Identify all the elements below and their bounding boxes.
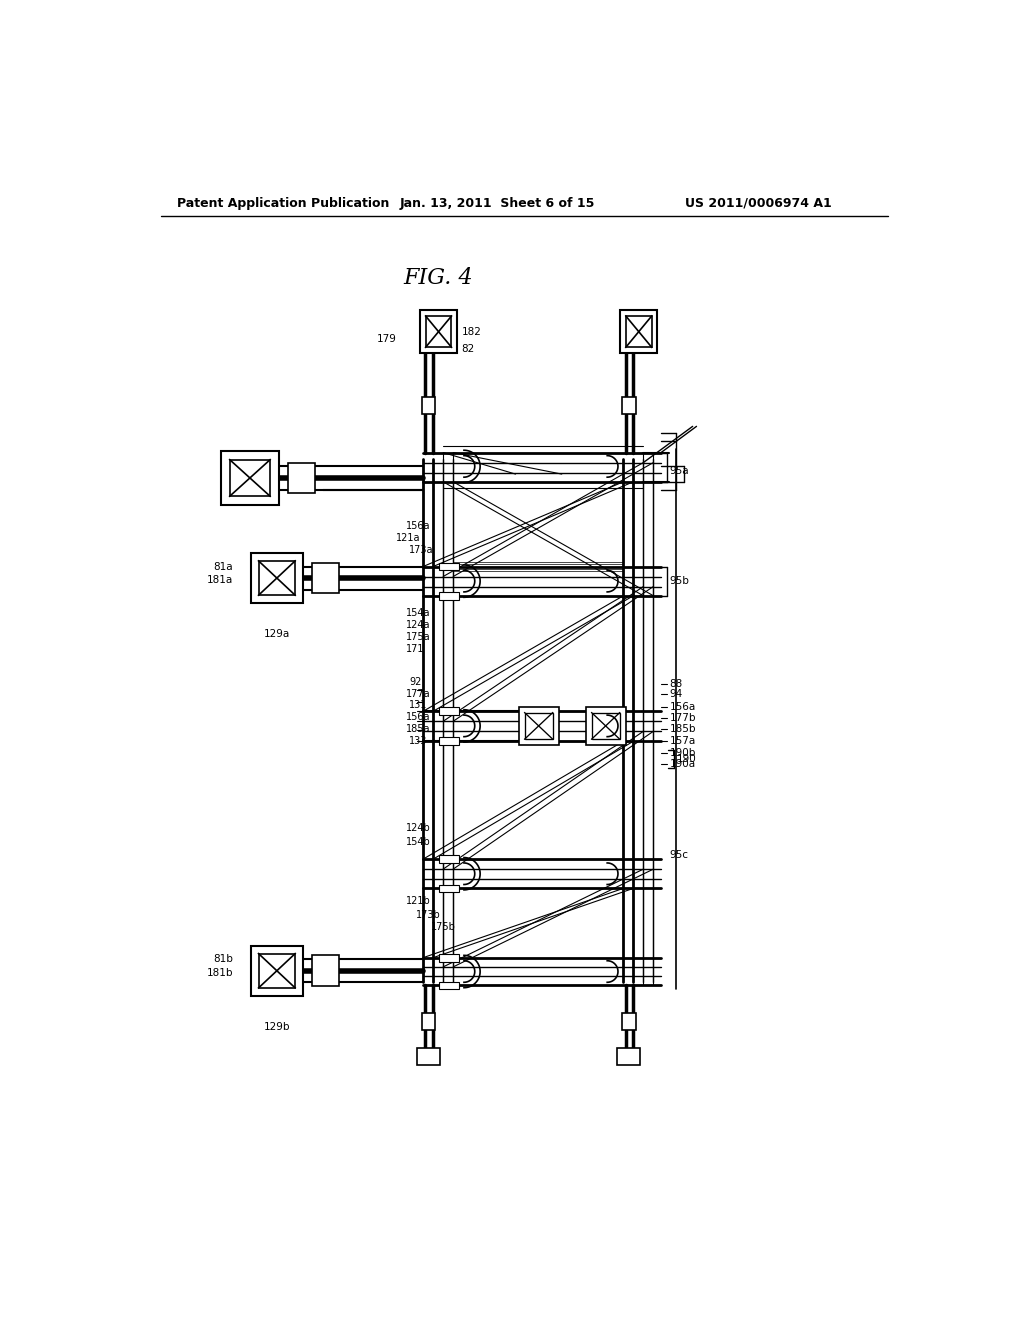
Text: 131: 131 <box>410 700 428 710</box>
Bar <box>622 397 636 414</box>
Text: FIG. 4: FIG. 4 <box>403 267 473 289</box>
Text: 121b: 121b <box>407 896 431 907</box>
Text: 156a: 156a <box>407 521 431 532</box>
Bar <box>626 315 651 347</box>
Text: 173b: 173b <box>416 911 440 920</box>
Bar <box>289 462 315 494</box>
Bar <box>426 315 452 347</box>
Bar <box>518 706 559 744</box>
Text: 171: 171 <box>407 644 425 653</box>
Text: 133: 133 <box>410 735 428 746</box>
Bar <box>524 713 553 739</box>
Text: 179: 179 <box>377 334 396 345</box>
Bar <box>422 397 435 414</box>
Bar <box>439 855 459 863</box>
Text: 124a: 124a <box>407 620 431 630</box>
Text: 175b: 175b <box>431 921 456 932</box>
Bar <box>622 1014 636 1030</box>
Text: 95c: 95c <box>670 850 688 861</box>
Text: 177a: 177a <box>407 689 431 698</box>
Text: 177b: 177b <box>670 713 696 723</box>
Bar <box>258 561 295 595</box>
Text: US 2011/0006974 A1: US 2011/0006974 A1 <box>685 197 831 210</box>
Bar <box>417 1048 440 1065</box>
Text: 175a: 175a <box>407 632 431 643</box>
Bar <box>586 706 626 744</box>
Text: 95a: 95a <box>670 466 689 477</box>
Text: 181a: 181a <box>207 576 233 585</box>
Bar <box>439 708 459 715</box>
Text: 190b: 190b <box>670 748 696 758</box>
Text: 124b: 124b <box>407 824 431 833</box>
Text: 190a: 190a <box>670 759 695 770</box>
Text: 88: 88 <box>670 678 683 689</box>
Text: 129a: 129a <box>264 630 290 639</box>
Text: 94: 94 <box>670 689 683 698</box>
Bar <box>420 310 457 352</box>
Bar <box>439 562 459 570</box>
Bar <box>439 591 459 599</box>
Text: 129b: 129b <box>263 1022 290 1032</box>
Bar <box>621 310 657 352</box>
Text: 185b: 185b <box>670 723 696 734</box>
Bar <box>251 553 303 603</box>
Text: 156a: 156a <box>670 702 696 711</box>
Text: 156a: 156a <box>407 713 431 722</box>
Bar <box>422 1014 435 1030</box>
Bar <box>592 713 620 739</box>
Text: 185a: 185a <box>407 723 431 734</box>
Bar <box>258 953 295 987</box>
Text: Jan. 13, 2011  Sheet 6 of 15: Jan. 13, 2011 Sheet 6 of 15 <box>400 197 595 210</box>
Bar <box>312 562 339 594</box>
Bar <box>439 738 459 744</box>
Text: 181b: 181b <box>207 968 233 978</box>
Bar <box>229 459 270 496</box>
Bar <box>439 982 459 989</box>
Text: 190: 190 <box>677 754 697 764</box>
Text: 95b: 95b <box>670 576 689 586</box>
Bar <box>221 451 279 504</box>
Bar <box>617 1048 640 1065</box>
Text: 121a: 121a <box>396 533 421 543</box>
Text: Patent Application Publication: Patent Application Publication <box>177 197 389 210</box>
Text: 81b: 81b <box>213 954 233 964</box>
Bar <box>312 956 339 986</box>
Bar <box>439 884 459 892</box>
Bar <box>251 945 303 995</box>
Text: 92: 92 <box>410 677 422 686</box>
Text: 182: 182 <box>462 326 481 337</box>
Text: 81a: 81a <box>213 561 233 572</box>
Text: 154b: 154b <box>407 837 431 847</box>
Bar <box>439 954 459 961</box>
Text: 173a: 173a <box>410 545 434 554</box>
Text: 154a: 154a <box>407 607 431 618</box>
Text: 82: 82 <box>462 345 475 354</box>
Text: 157a: 157a <box>670 735 696 746</box>
